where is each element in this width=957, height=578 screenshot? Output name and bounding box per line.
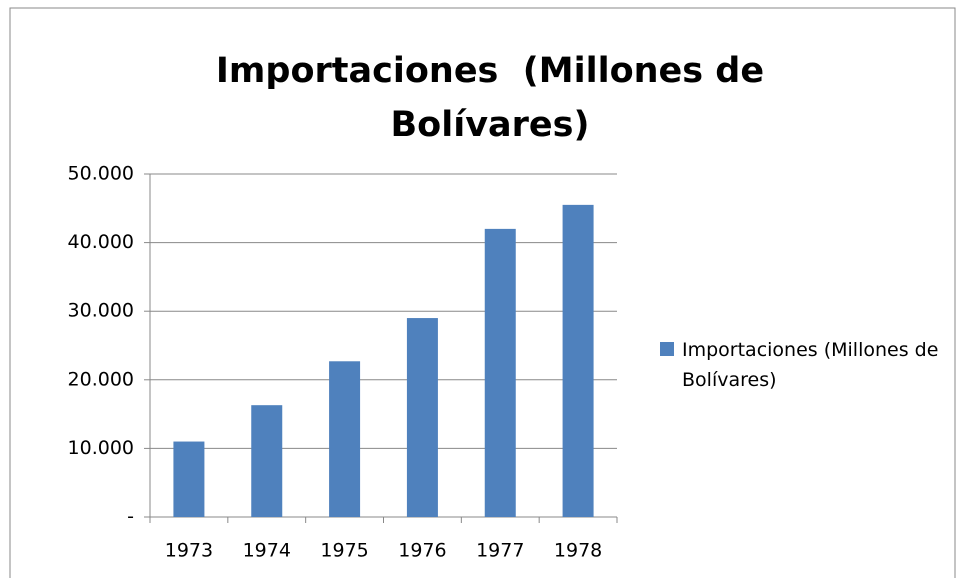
x-tick-label: 1978 [554, 540, 602, 562]
bar [406, 318, 438, 517]
y-tick-label: - [127, 506, 134, 528]
bar [484, 228, 516, 517]
x-tick-label: 1974 [243, 540, 291, 562]
legend-swatch [660, 342, 674, 356]
chart-border [9, 7, 956, 578]
y-tick-label: 40.000 [68, 231, 134, 253]
x-tick-label: 1975 [320, 540, 368, 562]
x-tick-label: 1973 [165, 540, 213, 562]
bar [251, 405, 283, 517]
x-tick-label: 1976 [398, 540, 446, 562]
bar [329, 361, 361, 517]
y-tick-label: 10.000 [68, 437, 134, 459]
bar [173, 441, 205, 517]
y-tick-label: 30.000 [68, 300, 134, 322]
chart-title: Importaciones (Millones de Bolívares) [215, 51, 777, 145]
y-tick-label: 50.000 [68, 163, 134, 185]
y-tick-label: 20.000 [68, 368, 134, 390]
legend-label: Importaciones (Millones de Bolívares) [682, 339, 939, 391]
bar [562, 204, 594, 517]
x-tick-label: 1977 [476, 540, 524, 562]
